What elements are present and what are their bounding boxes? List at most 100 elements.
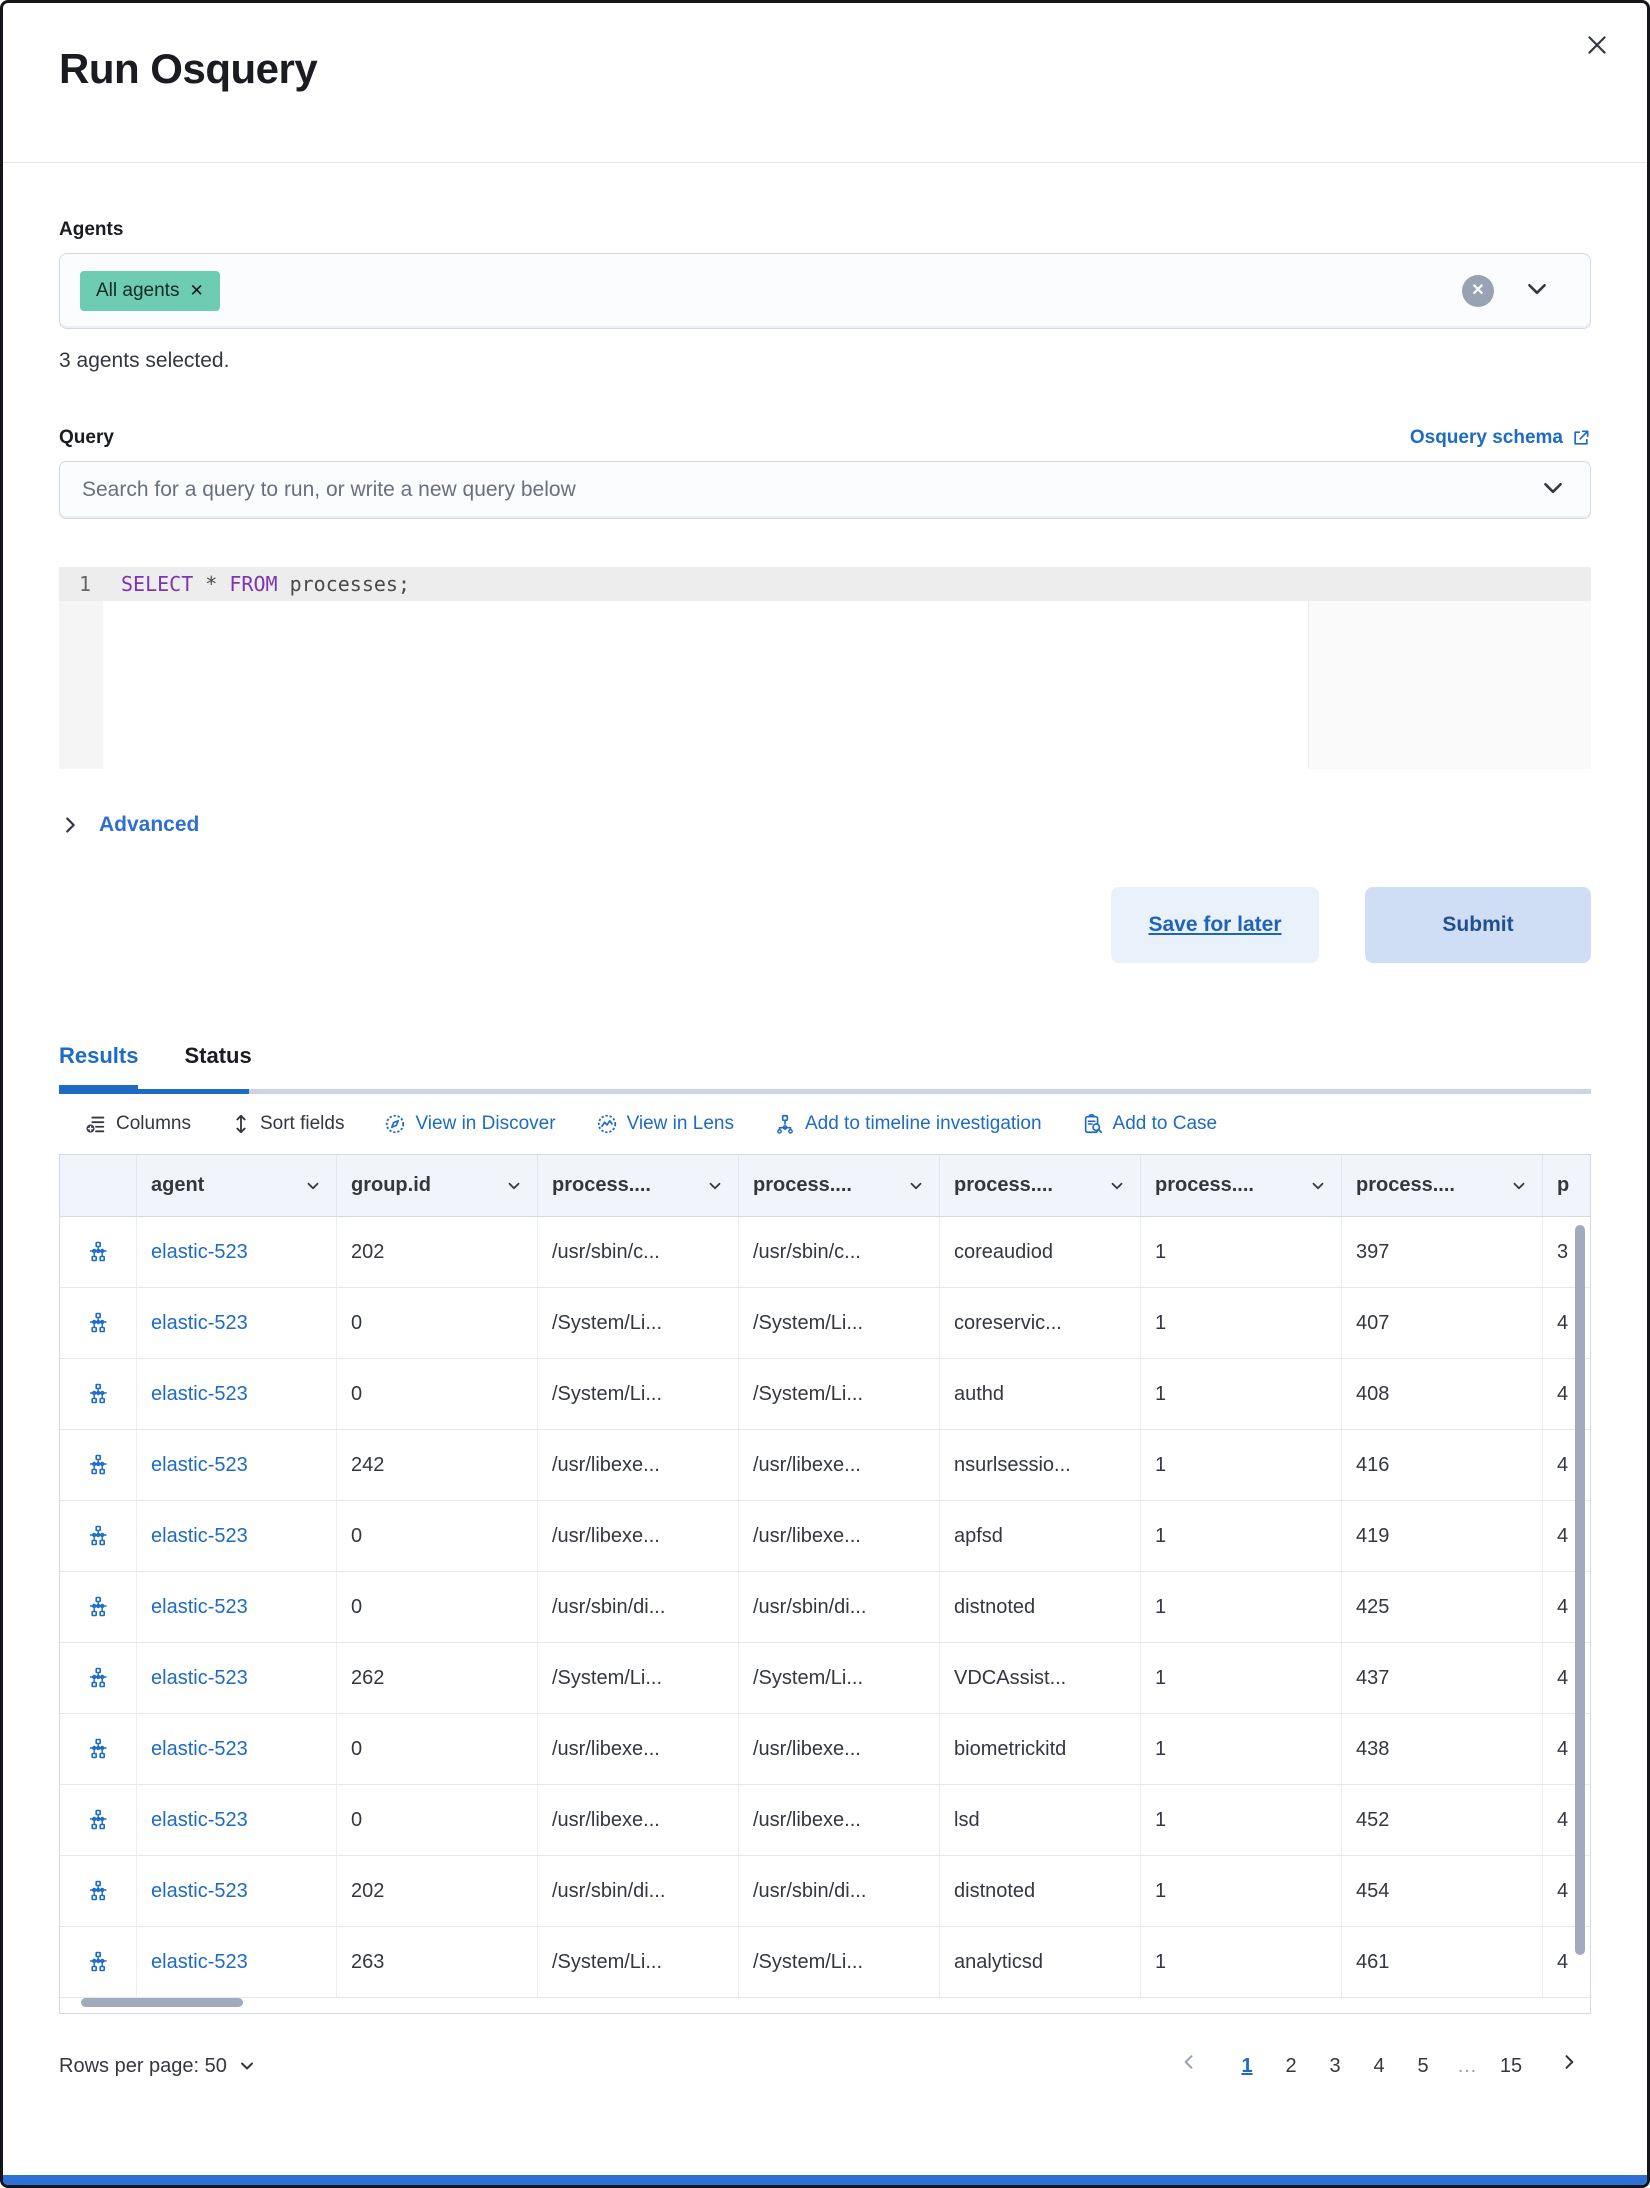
table-cell: distnoted xyxy=(940,1572,1141,1642)
results-progress-fill xyxy=(59,1089,249,1094)
submit-button[interactable]: Submit xyxy=(1365,887,1591,963)
agent-link[interactable]: elastic-523 xyxy=(151,1524,248,1547)
table-cell: 4 xyxy=(1557,1595,1569,1618)
agent-badge-all-agents[interactable]: All agents ✕ xyxy=(80,271,220,311)
table-row: elastic-523 0/usr/sbin/di.../usr/sbin/di.… xyxy=(60,1572,1590,1643)
sort-fields-button[interactable]: Sort fields xyxy=(231,1113,344,1135)
table-cell: 1 xyxy=(1141,1927,1342,1997)
next-page-icon[interactable] xyxy=(1547,2044,1591,2088)
page-button-5[interactable]: 5 xyxy=(1401,2044,1445,2088)
process-tree-icon[interactable] xyxy=(86,1453,110,1477)
chevron-down-icon xyxy=(508,1182,520,1189)
agent-link[interactable]: elastic-523 xyxy=(151,1950,248,1973)
cell-agent: elastic-523 xyxy=(137,1643,337,1713)
process-tree-icon[interactable] xyxy=(86,1950,110,1974)
table-cell: 1 xyxy=(1141,1714,1342,1784)
row-expand-cell xyxy=(60,1217,137,1287)
agents-combobox[interactable]: All agents ✕ ✕ xyxy=(59,253,1591,329)
page-button-3[interactable]: 3 xyxy=(1313,2044,1357,2088)
agent-link[interactable]: elastic-523 xyxy=(151,1382,248,1405)
save-for-later-button[interactable]: Save for later xyxy=(1111,887,1319,963)
query-code-editor[interactable]: 1 SELECT * FROM processes; xyxy=(59,567,1591,769)
tab-status[interactable]: Status xyxy=(184,1043,252,1068)
grid-header-process-4[interactable]: process.... xyxy=(1141,1155,1342,1216)
sort-fields-button-label: Sort fields xyxy=(259,1113,345,1134)
sort-arrows-icon xyxy=(236,1114,246,1134)
header-label: process.... xyxy=(954,1174,1053,1196)
advanced-toggle-label: Advanced xyxy=(99,813,200,836)
horizontal-scrollbar[interactable] xyxy=(63,1998,1570,2007)
grid-header-process-1[interactable]: process.... xyxy=(538,1155,739,1216)
grid-header-process-2[interactable]: process.... xyxy=(739,1155,940,1216)
cell-agent: elastic-523 xyxy=(137,1430,337,1500)
process-tree-icon[interactable] xyxy=(86,1808,110,1832)
osquery-schema-link[interactable]: Osquery schema xyxy=(1410,427,1591,449)
add-to-case-button[interactable]: Add to Case xyxy=(1082,1113,1217,1135)
page-button-15[interactable]: 15 xyxy=(1489,2044,1533,2088)
table-cell: /System/Li... xyxy=(739,1288,940,1358)
grid-header-process-5[interactable]: process.... xyxy=(1342,1155,1543,1216)
grid-header-group-id[interactable]: group.id xyxy=(337,1155,538,1216)
agent-link[interactable]: elastic-523 xyxy=(151,1879,248,1902)
agent-link[interactable]: elastic-523 xyxy=(151,1595,248,1618)
chevron-down-icon xyxy=(1540,475,1566,506)
grid-header-icon-col xyxy=(60,1155,137,1216)
process-tree-icon[interactable] xyxy=(86,1382,110,1406)
agent-link[interactable]: elastic-523 xyxy=(151,1808,248,1831)
chevron-down-icon[interactable] xyxy=(1524,276,1550,307)
table-cell: 0 xyxy=(337,1714,538,1784)
previous-page-icon[interactable] xyxy=(1167,2044,1211,2088)
editor-code-line[interactable]: SELECT * FROM processes; xyxy=(121,567,410,601)
chevron-down-icon xyxy=(1513,1182,1525,1189)
process-tree-icon[interactable] xyxy=(86,1595,110,1619)
agent-link[interactable]: elastic-523 xyxy=(151,1240,248,1263)
table-cell: 3 xyxy=(1557,1240,1569,1263)
table-row: elastic-523 262/System/Li.../System/Li...… xyxy=(60,1643,1590,1714)
add-to-timeline-button[interactable]: Add to timeline investigation xyxy=(774,1113,1042,1135)
horizontal-scrollbar-thumb[interactable] xyxy=(81,1998,243,2007)
agent-link[interactable]: elastic-523 xyxy=(151,1311,248,1334)
process-tree-icon[interactable] xyxy=(86,1524,110,1548)
grid-header-process-3[interactable]: process.... xyxy=(940,1155,1141,1216)
vertical-scrollbar-thumb[interactable] xyxy=(1575,1225,1585,1955)
process-tree-icon[interactable] xyxy=(86,1311,110,1335)
table-cell: 202 xyxy=(337,1217,538,1287)
table-cell: 1 xyxy=(1141,1643,1342,1713)
process-tree-icon[interactable] xyxy=(86,1240,110,1264)
close-icon[interactable] xyxy=(1577,29,1617,69)
sql-keyword: SELECT xyxy=(121,572,194,596)
badge-remove-icon[interactable]: ✕ xyxy=(189,281,204,300)
query-label: Query xyxy=(59,427,114,448)
tab-results[interactable]: Results xyxy=(59,1043,139,1089)
grid-header-agent[interactable]: agent xyxy=(137,1155,337,1216)
sql-keyword: FROM xyxy=(229,572,278,596)
table-cell: 4 xyxy=(1557,1382,1569,1405)
page-button-2[interactable]: 2 xyxy=(1269,2044,1313,2088)
row-expand-cell xyxy=(60,1359,137,1429)
process-tree-icon[interactable] xyxy=(86,1737,110,1761)
agents-selected-count: 3 agents selected. xyxy=(59,349,230,372)
agent-link[interactable]: elastic-523 xyxy=(151,1737,248,1760)
sql-text: processes; xyxy=(277,572,410,596)
sql-text: * xyxy=(193,572,230,596)
saved-query-select[interactable]: Search for a query to run, or write a ne… xyxy=(59,461,1591,519)
view-in-discover-button[interactable]: View in Discover xyxy=(384,1113,556,1135)
clear-selection-icon[interactable]: ✕ xyxy=(1462,275,1494,307)
columns-button[interactable]: Columns xyxy=(85,1113,191,1135)
table-cell: 1 xyxy=(1141,1856,1342,1926)
agent-link[interactable]: elastic-523 xyxy=(151,1666,248,1689)
page-button-1[interactable]: 1 xyxy=(1225,2044,1269,2088)
vertical-scrollbar[interactable] xyxy=(1575,1225,1585,1987)
process-tree-icon[interactable] xyxy=(86,1666,110,1690)
table-cell: 397 xyxy=(1342,1217,1543,1287)
view-in-lens-button[interactable]: View in Lens xyxy=(596,1113,734,1135)
process-tree-icon[interactable] xyxy=(86,1879,110,1903)
advanced-toggle[interactable]: Advanced xyxy=(59,813,1591,837)
grid-header-process-6-partial[interactable]: p xyxy=(1543,1155,1590,1216)
cell-agent: elastic-523 xyxy=(137,1359,337,1429)
agent-link[interactable]: elastic-523 xyxy=(151,1453,248,1476)
table-cell: 454 xyxy=(1342,1856,1543,1926)
page-button-4[interactable]: 4 xyxy=(1357,2044,1401,2088)
rows-per-page-button[interactable]: Rows per page: 50 xyxy=(59,2055,257,2078)
chevron-down-icon xyxy=(307,1182,319,1189)
